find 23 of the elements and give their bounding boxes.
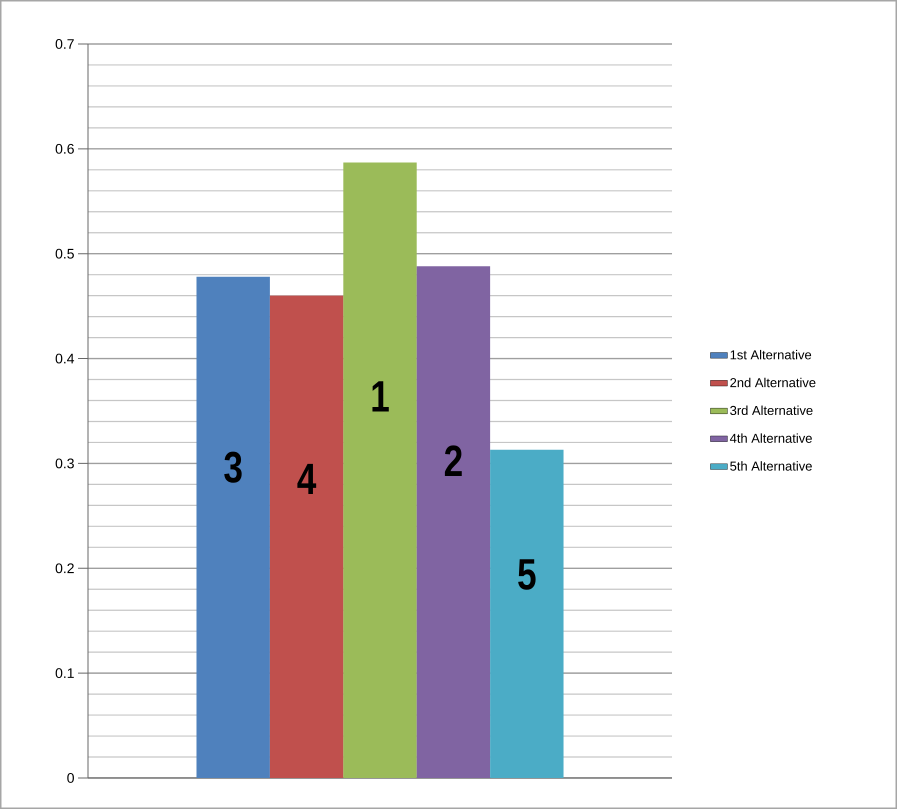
annotation: 3 (224, 452, 242, 483)
y-tick-label: 0.5 (56, 248, 74, 259)
annotation: 5 (518, 559, 536, 590)
y-tick-label: 0.6 (56, 144, 74, 154)
annotation: 2 (444, 445, 462, 476)
bar (343, 162, 417, 778)
legend-label: 5th Alternative (730, 461, 812, 471)
legend-label: 4th Alternative (730, 433, 812, 443)
annotation: 4 (297, 464, 316, 494)
legend-label: 2nd Alternative (730, 378, 816, 388)
legend-label: 1st Alternative (730, 350, 812, 360)
y-tick-label: 0 (67, 773, 74, 783)
bar (196, 276, 270, 778)
annotation: 1 (372, 381, 389, 412)
y-tick-label: 0.1 (56, 668, 74, 678)
y-tick-label: 0.7 (56, 39, 74, 49)
bar (490, 450, 564, 778)
bar (416, 266, 490, 778)
legend-label: 3rd Alternative (730, 406, 813, 416)
y-tick-label: 0.3 (56, 458, 74, 468)
y-tick-label: 0.4 (56, 354, 74, 364)
bar (270, 296, 344, 778)
y-tick-label: 0.2 (56, 563, 74, 574)
